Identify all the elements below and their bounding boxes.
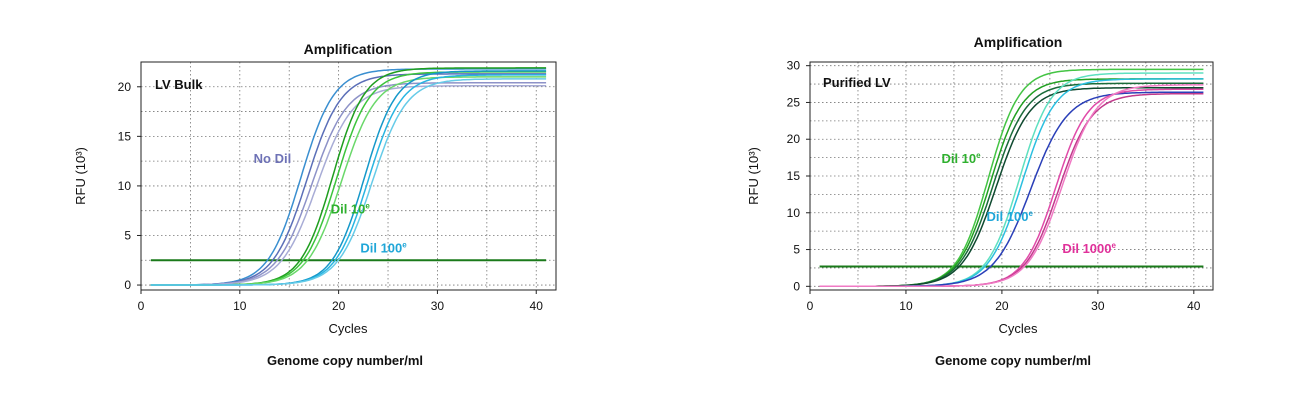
- amplification-curve-10: [150, 78, 547, 286]
- amplification-curve-7: [150, 76, 547, 286]
- series-annotation: Dil 10e: [331, 202, 371, 217]
- y-tick-label: 5: [124, 228, 131, 242]
- x-tick-label: 30: [431, 299, 445, 313]
- y-axis-label: RFU (10³): [73, 147, 88, 205]
- y-tick-label: 0: [124, 278, 131, 292]
- y-tick-label: 20: [787, 132, 801, 146]
- y-tick-label: 10: [787, 206, 801, 220]
- chart-purified-lv: Amplification 0 10 20 30 40 0 5 10 15 20 25 30 Dil…: [746, 34, 1214, 368]
- x-axis-label: Cycles: [328, 321, 368, 336]
- chart-caption: Genome copy number/ml: [267, 353, 423, 368]
- series-group: [150, 67, 547, 286]
- grid: [810, 62, 1213, 290]
- plot-frame: [140, 61, 557, 291]
- x-tick-label: 20: [332, 299, 346, 313]
- y-tick-label: 10: [118, 179, 132, 193]
- amplification-curve-3: [819, 82, 1204, 288]
- amplification-curve-1: [150, 68, 547, 286]
- x-tick-label: 10: [233, 299, 247, 313]
- y-tick-label: 15: [787, 169, 801, 183]
- series-annotation: Dil 10e: [941, 151, 981, 166]
- x-tick-label: 30: [1091, 299, 1105, 313]
- y-axis-ticks: 0 5 10 15 20 25 30: [787, 59, 810, 293]
- chart-caption: Genome copy number/ml: [935, 353, 1091, 368]
- series-annotation: Dil 100e: [987, 209, 1034, 224]
- series-annotation: Dil 1000e: [1062, 241, 1116, 256]
- y-tick-label: 5: [793, 243, 800, 257]
- x-axis-label: Cycles: [998, 321, 1038, 336]
- panel-label: LV Bulk: [155, 77, 203, 92]
- panel-label: Purified LV: [823, 75, 891, 90]
- series-annotation: Dil 100e: [360, 240, 407, 255]
- x-tick-label: 10: [899, 299, 913, 313]
- x-tick-label: 0: [138, 299, 145, 313]
- series-annotation: No Dil: [254, 151, 292, 166]
- chart-lv-bulk: Amplification 0 10 20 30 40 0 5 10 15 20 No Dil D…: [73, 41, 557, 368]
- y-tick-label: 15: [118, 129, 132, 143]
- x-tick-label: 40: [1187, 299, 1201, 313]
- y-tick-label: 20: [118, 80, 132, 94]
- y-axis-ticks: 0 5 10 15 20: [118, 80, 141, 292]
- y-axis-label: RFU (10³): [746, 147, 761, 205]
- chart-title: Amplification: [304, 41, 393, 57]
- x-axis-ticks: 0 10 20 30 40: [807, 290, 1201, 313]
- chart-title: Amplification: [974, 34, 1063, 50]
- x-tick-label: 0: [807, 299, 814, 313]
- y-tick-label: 25: [787, 95, 801, 109]
- y-tick-label: 30: [787, 59, 801, 73]
- amplification-curve-5: [150, 67, 547, 286]
- y-tick-label: 0: [793, 279, 800, 293]
- series-group: [819, 68, 1204, 288]
- grid: [141, 62, 556, 290]
- x-tick-label: 20: [995, 299, 1009, 313]
- amplification-curve-1: [819, 68, 1204, 288]
- x-axis-ticks: 0 10 20 30 40: [138, 290, 544, 313]
- amplification-curve-10: [819, 84, 1204, 288]
- annotations: Dil 10e Dil 100e Dil 1000e: [941, 151, 1116, 256]
- annotations: No Dil Dil 10e Dil 100e: [254, 151, 408, 255]
- x-tick-label: 40: [530, 299, 544, 313]
